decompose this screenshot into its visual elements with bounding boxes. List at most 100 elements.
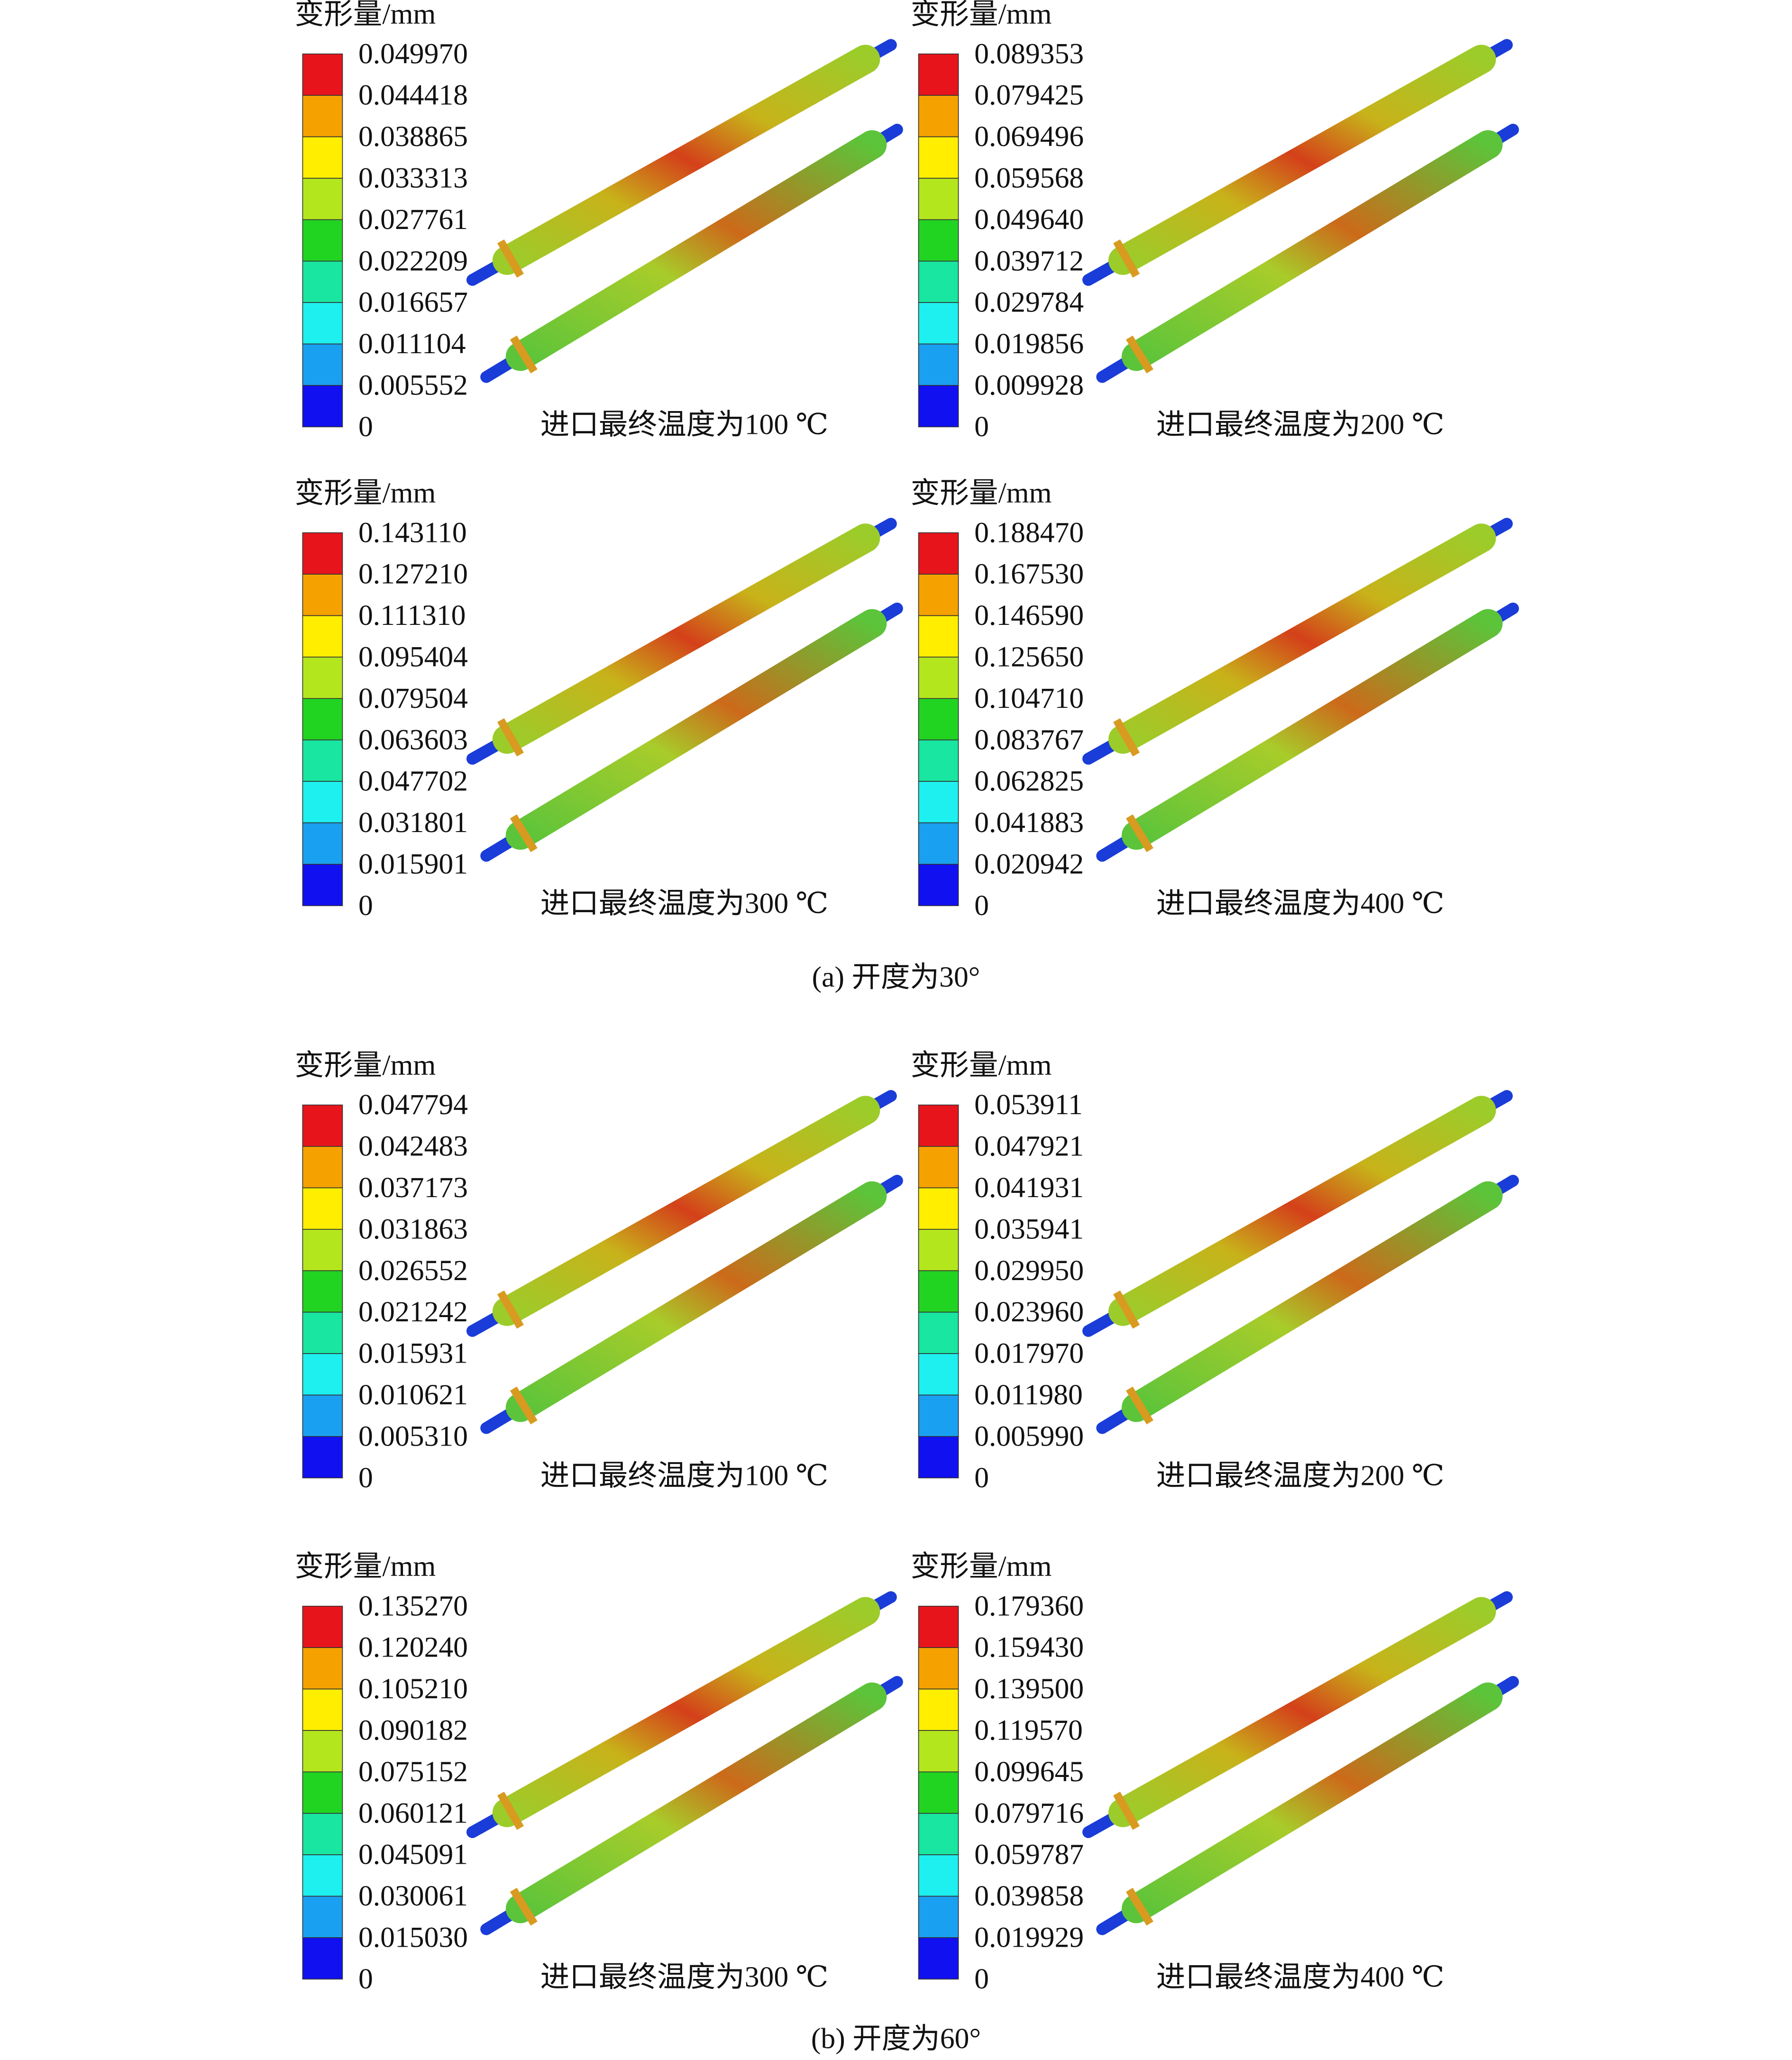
legend-level: 0.029784 xyxy=(974,286,1084,319)
color-band xyxy=(302,385,343,428)
color-band xyxy=(302,1229,343,1272)
color-band xyxy=(302,1813,343,1855)
legend-level: 0.063603 xyxy=(358,724,468,756)
panel-label: 进口最终温度为200 ℃ xyxy=(1156,409,1445,441)
color-band xyxy=(918,1353,959,1396)
rod-collar xyxy=(497,239,524,278)
rod-collar xyxy=(1125,1386,1153,1425)
rod-collar xyxy=(1125,335,1153,374)
color-band xyxy=(918,1895,959,1938)
color-band xyxy=(918,1229,959,1272)
color-band xyxy=(302,822,343,865)
color-band xyxy=(302,1311,343,1354)
rod xyxy=(1121,130,1503,371)
legend-level: 0.020942 xyxy=(974,848,1084,880)
color-band xyxy=(918,1813,959,1855)
color-band xyxy=(302,343,343,386)
legend-level: 0.053911 xyxy=(974,1089,1083,1121)
legend-level: 0.019929 xyxy=(974,1922,1084,1954)
panel-label: 进口最终温度为400 ℃ xyxy=(1156,1961,1445,1993)
legend-level: 0.019856 xyxy=(974,328,1084,360)
color-band xyxy=(918,1854,959,1897)
color-band xyxy=(918,1937,959,1980)
rod xyxy=(1121,1181,1503,1422)
legend-level: 0.075152 xyxy=(358,1756,468,1788)
legend-level: 0.005990 xyxy=(974,1420,1084,1453)
rod-collar xyxy=(497,718,524,757)
panel-label: 进口最终温度为400 ℃ xyxy=(1156,888,1445,920)
legend-level: 0.031863 xyxy=(358,1213,468,1245)
legend-level: 0.099645 xyxy=(974,1756,1084,1788)
color-band xyxy=(918,532,959,575)
color-band xyxy=(302,1937,343,1980)
color-band xyxy=(918,657,959,699)
color-band xyxy=(918,219,959,262)
rod-collar xyxy=(497,1290,524,1329)
color-band xyxy=(918,178,959,220)
color-band xyxy=(302,178,343,220)
legend-level: 0.039712 xyxy=(974,245,1084,277)
color-band xyxy=(918,615,959,658)
color-band xyxy=(302,739,343,782)
rod xyxy=(1121,1682,1503,1923)
color-band xyxy=(918,95,959,137)
legend-title: 变形量/mm xyxy=(295,477,436,509)
legend-level: 0 xyxy=(358,889,373,922)
rod xyxy=(1121,609,1503,850)
legend-level: 0.029950 xyxy=(974,1254,1084,1287)
legend-level: 0.111310 xyxy=(358,599,466,632)
legend-level: 0.059568 xyxy=(974,162,1084,194)
color-band xyxy=(302,1688,343,1731)
legend-level: 0.015030 xyxy=(358,1922,468,1954)
color-band xyxy=(302,260,343,303)
color-band xyxy=(918,343,959,386)
legend-level: 0.079716 xyxy=(974,1797,1084,1830)
color-band xyxy=(918,1436,959,1479)
legend-level: 0.015931 xyxy=(358,1337,468,1370)
color-band xyxy=(302,1895,343,1938)
color-band xyxy=(302,1353,343,1396)
legend-level: 0.021242 xyxy=(358,1296,468,1328)
legend-level: 0 xyxy=(358,1462,373,1494)
legend-level: 0.037173 xyxy=(358,1172,468,1204)
legend-level: 0.041883 xyxy=(974,806,1084,839)
color-band xyxy=(302,532,343,575)
color-band xyxy=(302,864,343,906)
legend-level: 0.143110 xyxy=(358,517,467,549)
legend-level: 0.135270 xyxy=(358,1590,468,1622)
legend-level: 0.125650 xyxy=(974,641,1084,673)
panel-label: 进口最终温度为300 ℃ xyxy=(540,888,829,920)
legend-level: 0.069496 xyxy=(974,120,1084,153)
legend-title: 变形量/mm xyxy=(295,1550,436,1583)
color-band xyxy=(918,1146,959,1189)
legend-level: 0.120240 xyxy=(358,1631,468,1664)
color-band xyxy=(302,1394,343,1437)
legend-level: 0.049970 xyxy=(358,38,468,70)
legend-level: 0.079425 xyxy=(974,79,1084,111)
legend-level: 0 xyxy=(358,1963,373,1995)
color-band xyxy=(918,1688,959,1731)
color-band xyxy=(302,219,343,262)
rod-collar xyxy=(1113,239,1140,278)
legend-title: 变形量/mm xyxy=(295,0,436,30)
legend-level: 0.042483 xyxy=(358,1130,468,1163)
rod xyxy=(492,45,880,275)
color-band xyxy=(918,136,959,179)
legend-level: 0.179360 xyxy=(974,1590,1084,1622)
color-band xyxy=(302,1730,343,1773)
legend-level: 0.011104 xyxy=(358,328,466,360)
color-band xyxy=(918,781,959,824)
color-band xyxy=(302,136,343,179)
legend-level: 0.159430 xyxy=(974,1631,1084,1664)
legend-level: 0.005310 xyxy=(358,1420,468,1453)
rod xyxy=(505,1682,887,1923)
color-band xyxy=(918,1270,959,1313)
color-band xyxy=(302,95,343,137)
color-band xyxy=(918,822,959,865)
color-band xyxy=(302,574,343,616)
legend-level: 0.009928 xyxy=(974,369,1084,402)
legend-level: 0 xyxy=(974,1462,989,1494)
color-band xyxy=(302,781,343,824)
rod-collar xyxy=(1113,1290,1140,1329)
